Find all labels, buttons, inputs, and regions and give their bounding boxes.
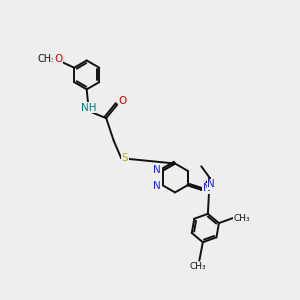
Text: CH₃: CH₃ bbox=[190, 262, 206, 271]
Text: N: N bbox=[207, 179, 215, 190]
Text: S: S bbox=[122, 153, 128, 163]
Text: O: O bbox=[118, 96, 127, 106]
Text: NH: NH bbox=[81, 103, 97, 113]
Text: CH₃: CH₃ bbox=[233, 214, 250, 223]
Text: CH₃: CH₃ bbox=[37, 54, 56, 64]
Text: O: O bbox=[54, 54, 62, 64]
Text: N: N bbox=[153, 165, 161, 175]
Text: N: N bbox=[153, 182, 161, 191]
Text: N: N bbox=[203, 184, 211, 194]
